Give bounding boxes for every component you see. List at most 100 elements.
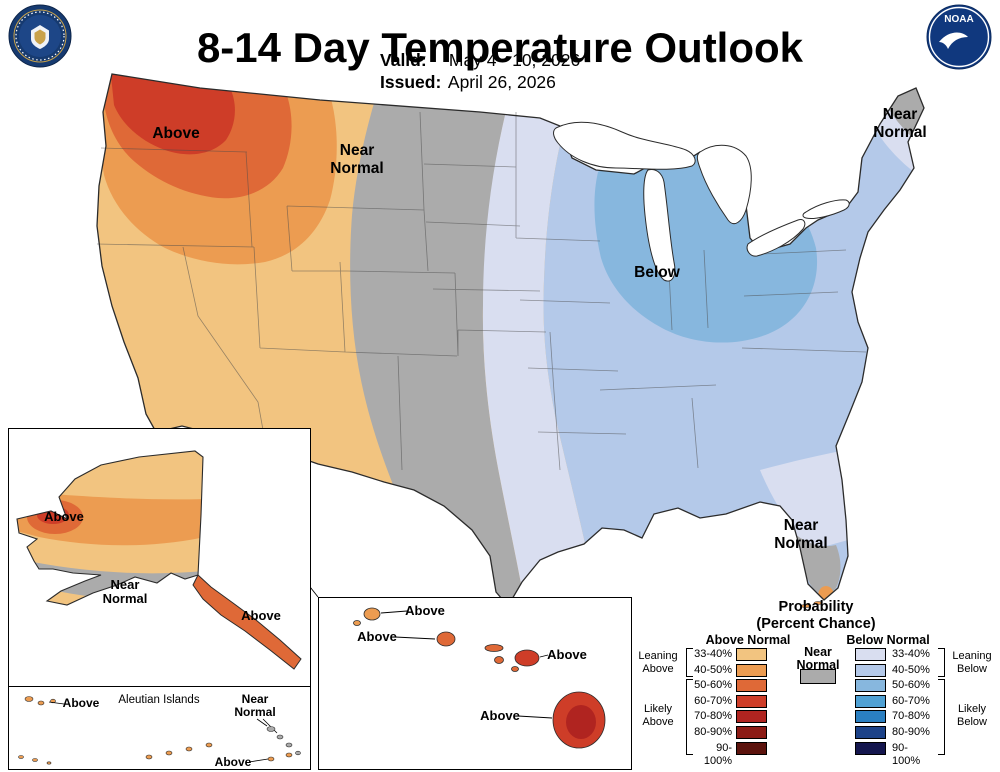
aleutian-south-above-pointer [248,758,269,763]
below-swatch-40-50 [855,664,886,677]
alaska-west-above-label: Above [44,509,84,524]
below-swatch-50-60 [855,679,886,692]
maui-pointer [539,654,549,658]
aleutian-near-normal-label-1: Near [242,692,269,706]
maui-above-label: Above [547,647,587,662]
kauai-island [363,607,381,621]
above-range-40-50: 40-50% [694,664,732,676]
lake-superior [553,121,696,170]
lake-huron [696,144,752,225]
above-range-50-60: 50-60% [694,679,732,691]
above-range-60-70: 60-70% [694,695,732,707]
alaska-near-normal-label-2: Normal [103,591,148,606]
likely-above-bracket [686,679,693,755]
leaning-below-group-label: Leaning Below [952,650,992,675]
below-swatch-80-90 [855,726,886,739]
aleutian-above-pointer [48,701,65,705]
alaska-probability-bands [17,451,203,605]
legend-below-normal-header: Below Normal [846,633,930,647]
oahu-island [436,631,456,647]
aleutian-islands-title: Aleutian Islands [118,694,199,706]
leaning-above-bracket [686,648,693,677]
oahu-above-label: Above [357,629,397,644]
leaning-below-bracket [938,648,945,677]
maui-island [514,649,540,667]
above-range-90-100: 90-100% [703,742,732,767]
alaska-above-33-40 [17,451,203,605]
below-range-60-70: 60-70% [892,695,930,707]
lanai-island [494,656,504,664]
alaska-outline [16,450,204,606]
above-range-80-90: 80-90% [694,726,732,738]
florida-near-normal-label-2: Normal [774,535,827,552]
above-range-33-40: 33-40% [694,648,732,660]
aleutian-near-pointer-1 [256,718,268,727]
midwest-below-label: Below [634,264,681,281]
above-swatch-40-50 [736,664,767,677]
northeast-near-normal-label-2: Normal [873,124,926,141]
below-swatch-33-40 [855,648,886,661]
below-33-40-band [482,84,604,606]
alaska-near-normal-label-1: Near [111,577,140,592]
below-range-70-80: 70-80% [892,710,930,722]
florida-near-normal-label-1: Near [784,517,818,534]
aleutian-near-normal-islands [266,726,301,756]
likely-below-group-label: Likely Below [957,703,987,728]
above-swatch-80-90 [736,726,767,739]
above-range-70-80: 70-80% [694,710,732,722]
lake-ontario [802,199,850,219]
big-island-above-label: Above [480,708,520,723]
below-swatch-90-100 [855,742,886,755]
legend-title-1: Probability [778,599,854,615]
central-near-normal-label-2: Normal [330,160,383,177]
below-swatch-60-70 [855,695,886,708]
near-normal-central-band [350,84,530,606]
kauai-pointer [380,610,408,614]
below-range-40-50: 40-50% [892,664,930,676]
below-range-33-40: 33-40% [892,648,930,660]
florida-below-33-40-band [760,450,850,547]
great-lakes [553,121,850,282]
below-range-50-60: 50-60% [892,679,930,691]
state-borders [96,111,867,471]
molokai-island [484,644,504,652]
legend-above-normal-header: Above Normal [705,633,791,647]
oahu-pointer [394,636,436,640]
above-swatch-60-70 [736,695,767,708]
aleutian-south-above-label: Above [215,755,252,768]
big-island-core [566,705,596,739]
above-swatch-50-60 [736,679,767,692]
below-swatch-70-80 [855,710,886,723]
aleutian-chain-islands [18,742,293,765]
aleutian-west-above-label: Above [63,696,100,710]
alaska-inset: Above Near Normal Above [8,428,311,688]
legend-title-2: (Percent Chance) [756,616,876,632]
niihau-island [353,620,361,626]
above-swatch-70-80 [736,710,767,723]
northeast-near-normal-label-1: Near [883,106,917,123]
legend-near-normal-label-1: Near [804,645,832,659]
lake-michigan [643,169,676,282]
kauai-above-label: Above [405,603,445,618]
aleutian-inset: Above Aleutian Islands Near Normal [8,686,311,770]
aleutian-west-islands [24,696,56,706]
legend-near-normal-label-2: Normal [796,658,840,672]
likely-above-group-label: Likely Above [642,703,674,728]
aleutian-near-normal-label-2: Normal [234,705,275,719]
nw-above-label: Above [152,125,200,142]
alaska-panhandle [192,574,302,670]
probability-legend: Probability (Percent Chance) Above Norma… [630,593,1000,772]
above-swatch-33-40 [736,648,767,661]
florida-near-normal-region [796,535,841,595]
legend-near-normal-swatch [800,669,836,684]
central-near-normal-label-1: Near [340,142,374,159]
florida-keys [800,601,823,608]
kahoolawe-island [511,666,519,672]
hawaii-inset: Above Above Above Above [318,597,632,770]
alaska-panhandle-above-label: Above [241,608,281,623]
big-island-pointer [517,715,553,719]
below-range-90-100: 90-100% [892,742,921,767]
below-range-80-90: 80-90% [892,726,930,738]
lake-erie [746,219,806,257]
